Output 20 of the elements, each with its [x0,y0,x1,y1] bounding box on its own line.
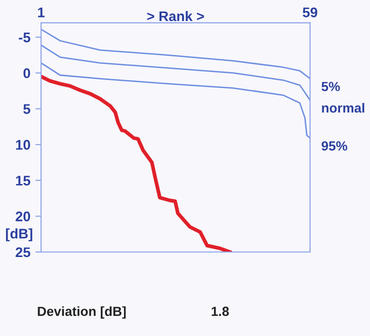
line-series [41,62,310,139]
y-tick-label: 5 [23,104,30,114]
y-tick-label: 20 [16,212,30,222]
series-label: normal [322,102,364,113]
line-series [41,44,310,101]
series-label: 95% [322,141,348,151]
y-tick-label: 0 [23,68,30,78]
x-axis-title: > Rank > [147,10,204,22]
y-axis-title: [dB] [6,228,32,242]
text: 1.8 [212,306,229,316]
line-series [41,28,310,80]
x-tick-label: 1 [38,8,45,18]
y-tick-label: 10 [16,140,30,150]
y-tick-label: 25 [16,247,30,258]
y-tick-label: -5 [18,32,30,42]
series-label: 5% [322,82,340,92]
text: Deviation [dB] [38,306,126,319]
line-series [41,74,232,252]
y-tick-label: 15 [16,176,30,186]
x-tick-label: 59 [302,7,318,18]
